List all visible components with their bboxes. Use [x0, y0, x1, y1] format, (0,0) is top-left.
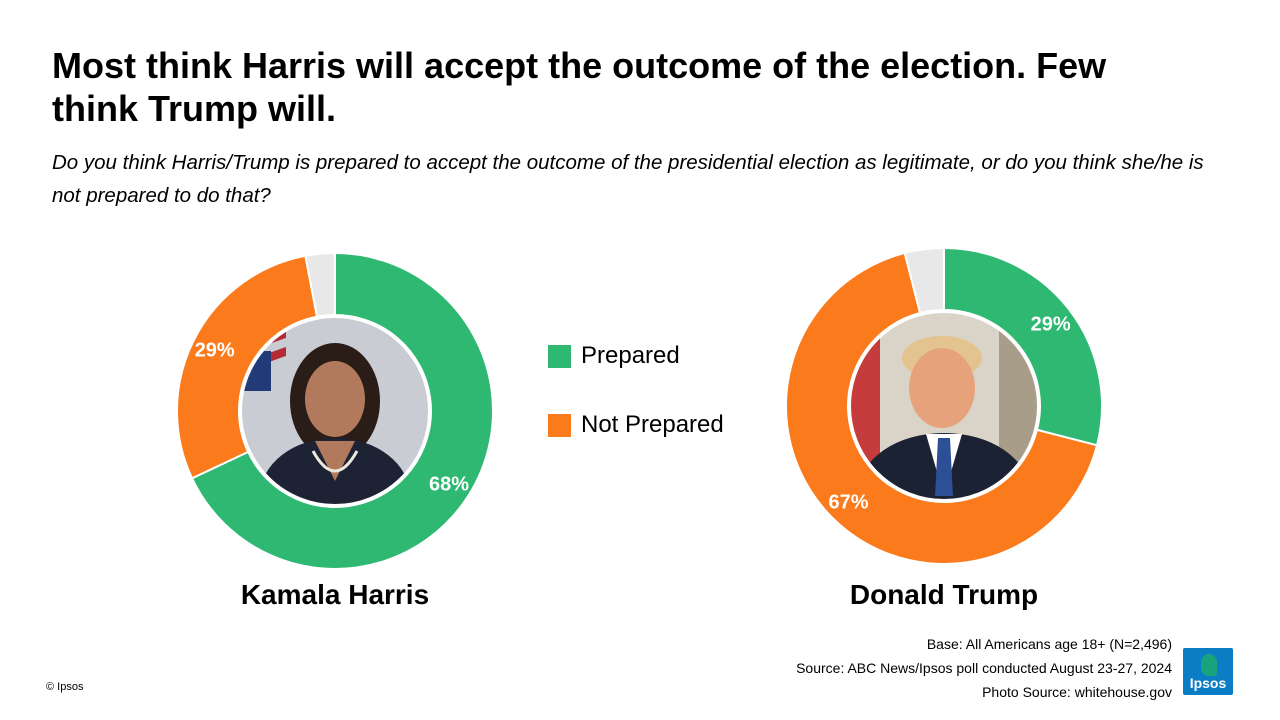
- legend-item-prepared: Prepared: [548, 338, 724, 374]
- trump-data-label: 29%: [1031, 313, 1071, 335]
- harris-slice-not-prepared: [176, 254, 319, 480]
- legend-label: Prepared: [581, 342, 680, 369]
- trump-slice-other: [903, 246, 945, 315]
- copyright: © Ipsos: [46, 681, 84, 693]
- harris-data-label: 29%: [195, 340, 235, 362]
- source-note: Source: ABC News/Ipsos poll conducted Au…: [796, 660, 1172, 676]
- ipsos-logo: Ipsos: [1183, 648, 1233, 695]
- legend-label: Not Prepared: [581, 411, 724, 438]
- photo-source-note: Photo Source: whitehouse.gov: [982, 684, 1172, 700]
- harris-slice-other: [304, 251, 336, 318]
- trump-donut: 29% 67% Donald Trump: [785, 246, 1103, 610]
- harris-chart-title: Kamala Harris: [241, 579, 429, 610]
- trump-slice-not-prepared: [785, 251, 1099, 565]
- footer-notes: Base: All Americans age 18+ (N=2,496) So…: [796, 632, 1172, 704]
- legend: Prepared Not Prepared: [548, 338, 724, 476]
- legend-swatch-not-prepared: [548, 413, 571, 437]
- harris-donut: 68% 29% Kamala Harris: [176, 251, 494, 610]
- trump-slice-prepared: [943, 246, 1103, 447]
- trump-chart-title: Donald Trump: [850, 579, 1038, 610]
- legend-item-not-prepared: Not Prepared: [548, 407, 724, 443]
- trump-data-label: 67%: [829, 491, 869, 513]
- logo-mark-icon: [1201, 654, 1217, 676]
- logo-text: Ipsos: [1189, 675, 1227, 691]
- page-title: Most think Harris will accept the outcom…: [52, 45, 1107, 129]
- legend-swatch-prepared: [548, 344, 571, 368]
- harris-slice-prepared: [190, 251, 494, 570]
- question-text: Do you think Harris/Trump is prepared to…: [52, 151, 1204, 207]
- harris-data-label: 68%: [429, 473, 469, 495]
- base-note: Base: All Americans age 18+ (N=2,496): [926, 636, 1172, 652]
